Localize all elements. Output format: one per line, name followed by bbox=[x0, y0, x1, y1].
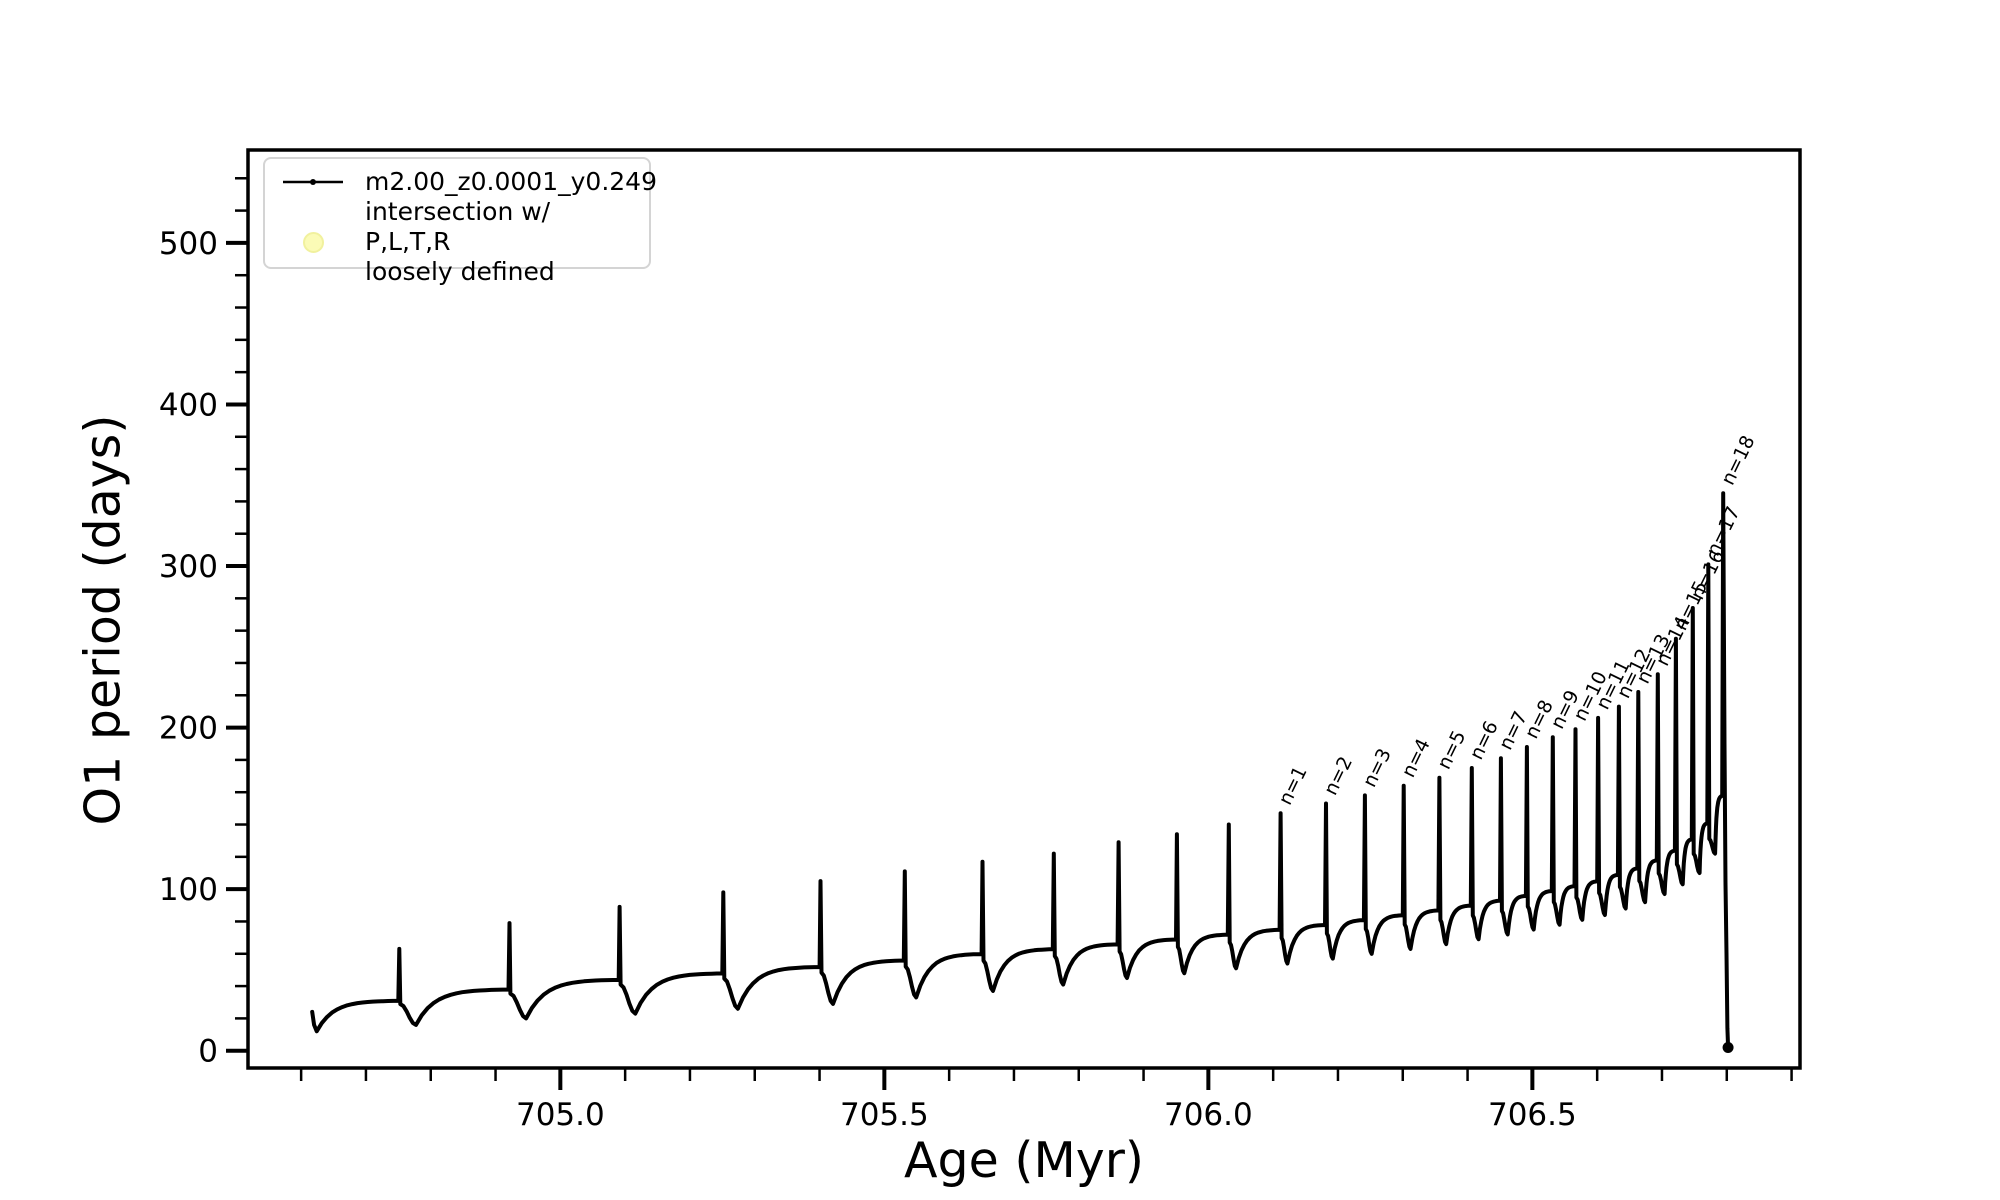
legend-item-track-label: m2.00_z0.0001_y0.249 bbox=[365, 167, 657, 196]
legend-line-dot-sample bbox=[283, 179, 343, 185]
x-tick-label: 705.0 bbox=[516, 1097, 605, 1133]
y-tick-label: 300 bbox=[159, 549, 218, 585]
legend-item-intersection: intersection w/ P,L,T,R loosely defined bbox=[277, 197, 635, 287]
x-tick-label: 706.5 bbox=[1488, 1097, 1577, 1133]
legend-item-track: m2.00_z0.0001_y0.249 bbox=[277, 167, 657, 197]
pulse-number-label: n=17 bbox=[1702, 503, 1745, 560]
x-tick-label: 706.0 bbox=[1164, 1097, 1253, 1133]
period-curve bbox=[310, 491, 1731, 1050]
pulse-number-label: n=2 bbox=[1320, 753, 1357, 799]
y-axis-label: O1 period (days) bbox=[74, 414, 132, 826]
pulse-number-label: n=3 bbox=[1359, 745, 1396, 791]
legend-dot-icon bbox=[310, 179, 316, 185]
legend-item-intersection-label: intersection w/ P,L,T,R loosely defined bbox=[365, 197, 555, 286]
legend-circle-marker-icon bbox=[302, 231, 324, 253]
legend-marker-box bbox=[277, 231, 349, 253]
y-tick-label: 500 bbox=[159, 226, 218, 262]
pulse-number-label: n=18 bbox=[1717, 432, 1760, 489]
y-tick-label: 200 bbox=[159, 711, 218, 747]
pulse-number-label: n=4 bbox=[1397, 735, 1434, 781]
y-tick-label: 400 bbox=[159, 387, 218, 423]
x-axis-label: Age (Myr) bbox=[904, 1132, 1144, 1189]
y-tick-label: 100 bbox=[159, 872, 218, 908]
legend: m2.00_z0.0001_y0.249 intersection w/ P,L… bbox=[263, 157, 657, 286]
pulse-number-label: n=5 bbox=[1433, 727, 1470, 773]
x-tick-label: 705.5 bbox=[840, 1097, 929, 1133]
track-end-point bbox=[1722, 1041, 1734, 1053]
axes-frame bbox=[246, 148, 1802, 1070]
pulse-number-label: n=1 bbox=[1274, 763, 1311, 809]
y-tick-label: 0 bbox=[198, 1034, 218, 1070]
